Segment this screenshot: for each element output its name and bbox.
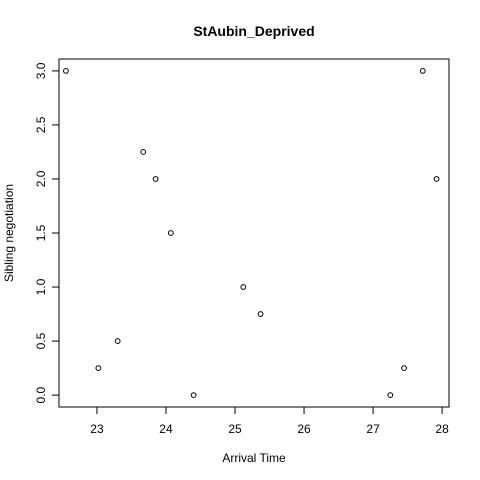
x-tick-label: 24 (159, 422, 173, 436)
x-tick-label: 28 (435, 422, 449, 436)
x-tick-label: 27 (366, 422, 380, 436)
data-point (114, 338, 121, 344)
x-tick-label: 25 (228, 422, 242, 436)
y-tick-label: 0.0 (34, 386, 48, 403)
y-tick-label: 3.0 (34, 62, 48, 79)
y-axis: 0.0 0.5 1.0 1.5 2.0 2.5 3.0 (34, 62, 59, 403)
data-point (190, 392, 197, 399)
data-point (95, 365, 102, 371)
data-point (387, 392, 394, 399)
data-point (419, 67, 426, 74)
data-point (140, 149, 147, 155)
y-axis-label: Sibling negotiation (2, 184, 16, 282)
data-point (152, 176, 159, 182)
x-axis: 23 24 25 26 27 28 (90, 407, 449, 436)
data-points (63, 67, 440, 399)
data-point (240, 284, 247, 290)
data-point (433, 176, 440, 182)
y-tick-label: 1.5 (34, 224, 48, 241)
x-tick-label: 23 (90, 422, 104, 436)
y-tick-label: 0.5 (34, 332, 48, 349)
data-point (401, 365, 408, 371)
chart-title: StAubin_Deprived (193, 23, 314, 39)
data-point (167, 230, 174, 236)
data-point (257, 311, 264, 317)
x-tick-label: 26 (297, 422, 311, 436)
data-point (63, 67, 69, 74)
y-tick-label: 2.5 (34, 116, 48, 133)
y-tick-label: 2.0 (34, 170, 48, 187)
x-axis-label: Arrival Time (222, 451, 286, 465)
y-tick-label: 1.0 (34, 278, 48, 295)
